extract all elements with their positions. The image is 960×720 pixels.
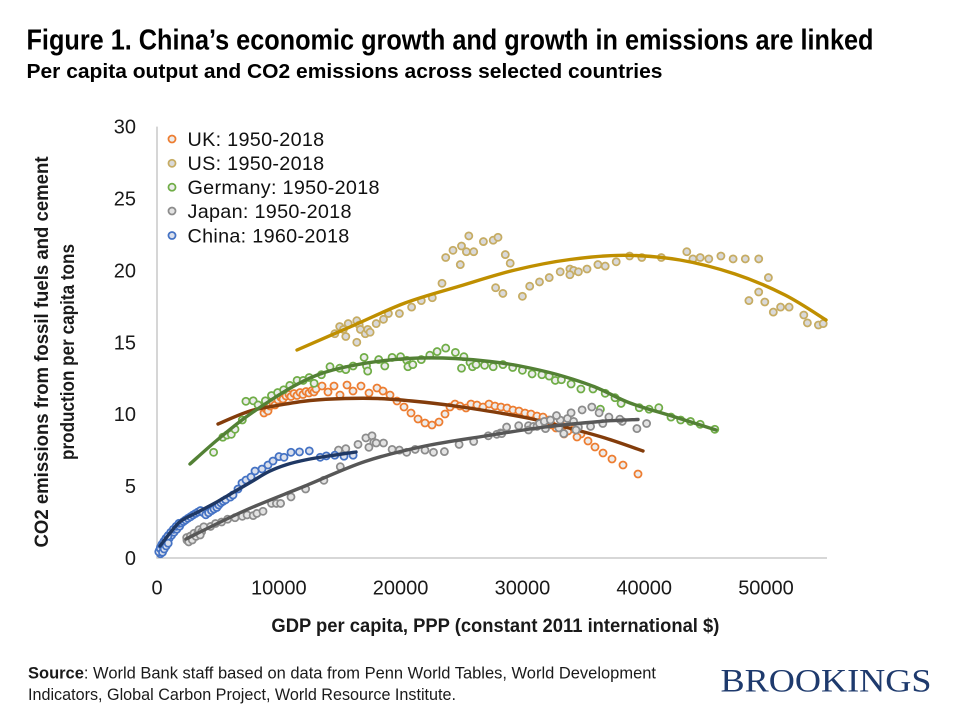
svg-text:20: 20	[114, 260, 136, 282]
svg-text:15: 15	[114, 332, 136, 354]
svg-text:Source: World Bank staff based: Source: World Bank staff based on data f…	[28, 663, 656, 682]
svg-text:25: 25	[114, 189, 136, 211]
svg-text:30: 30	[114, 117, 136, 139]
svg-text:5: 5	[125, 476, 136, 498]
svg-text:BROOKINGS: BROOKINGS	[721, 664, 932, 700]
svg-text:GDP per capita, PPP (constant: GDP per capita, PPP (constant 2011 inter…	[271, 615, 719, 637]
svg-text:production per capita tons: production per capita tons	[58, 244, 79, 460]
svg-text:Per capita output and CO2 emis: Per capita output and CO2 emissions acro…	[27, 61, 663, 83]
svg-text:10: 10	[114, 404, 136, 426]
svg-text:Japan: 1950-2018: Japan: 1950-2018	[188, 201, 352, 223]
svg-text:UK: 1950-2018: UK: 1950-2018	[188, 129, 325, 151]
svg-text:10000: 10000	[251, 578, 307, 600]
svg-text:China: 1960-2018: China: 1960-2018	[188, 225, 350, 247]
svg-text:0: 0	[151, 578, 162, 600]
svg-text:0: 0	[125, 548, 136, 570]
svg-text:US: 1950-2018: US: 1950-2018	[188, 153, 325, 175]
svg-text:50000: 50000	[738, 578, 794, 600]
svg-text:30000: 30000	[495, 578, 551, 600]
svg-text:CO2 emissions from fossil fuel: CO2 emissions from fossil fuels and ceme…	[32, 156, 53, 548]
svg-text:Indicators, Global Carbon Proj: Indicators, Global Carbon Project, World…	[28, 685, 456, 704]
svg-text:40000: 40000	[616, 578, 672, 600]
svg-text:Germany: 1950-2018: Germany: 1950-2018	[188, 177, 380, 199]
svg-text:20000: 20000	[373, 578, 429, 600]
svg-text:Figure 1. China’s economic gro: Figure 1. China’s economic growth and gr…	[27, 25, 874, 57]
